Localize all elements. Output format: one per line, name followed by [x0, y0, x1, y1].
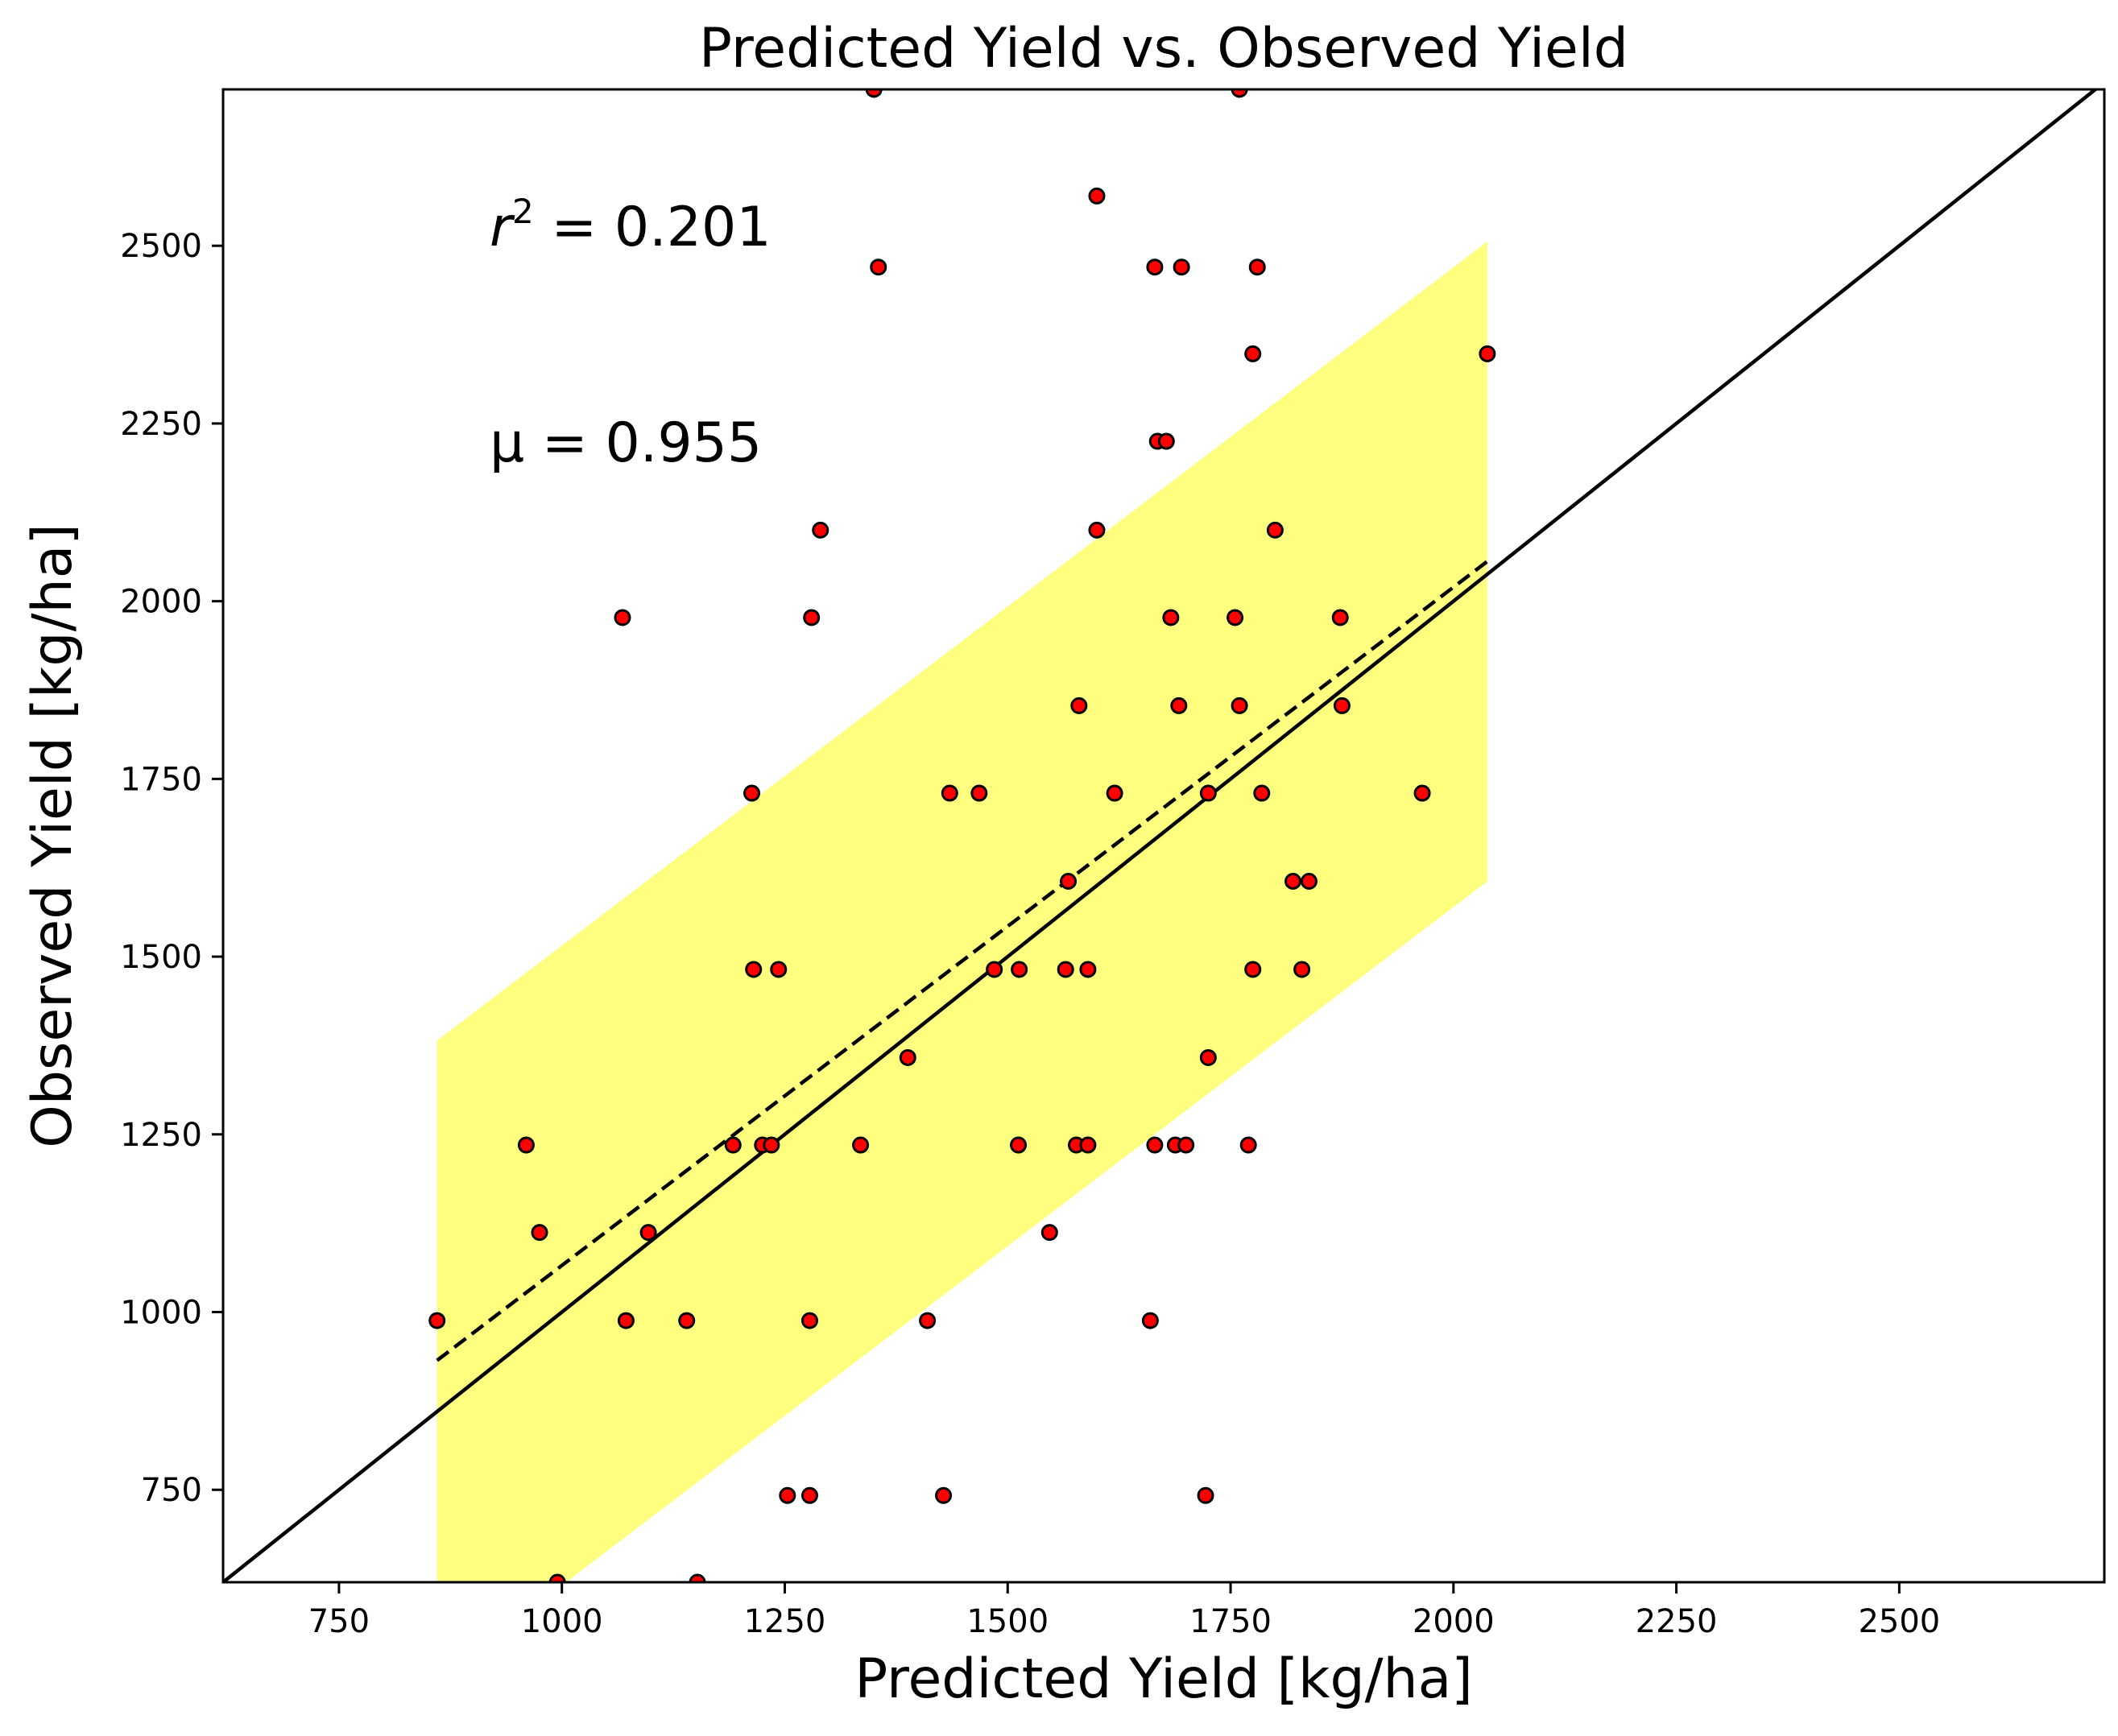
data-point: [970, 784, 988, 802]
data-point: [1199, 784, 1217, 802]
data-point: [770, 961, 788, 978]
data-point: [1146, 1136, 1164, 1154]
y-tick-label: 1250: [120, 1117, 202, 1154]
data-point: [1146, 258, 1164, 276]
data-point: [1173, 258, 1190, 276]
x-tick-label: 2250: [1636, 1603, 1718, 1640]
data-point: [1199, 1048, 1217, 1066]
data-point: [1040, 1224, 1058, 1242]
data-point: [1141, 1312, 1159, 1329]
scatter-points: [428, 89, 1496, 1582]
y-axis-label: Observed Yield [kg/ha]: [21, 523, 85, 1148]
data-point: [548, 1573, 566, 1582]
y-axis: 750 1000 1250 1500 1750 2000 2250 2500: [120, 228, 223, 1509]
data-point: [1106, 784, 1123, 802]
x-axis: 750 1000 1250 1500 1750 2000 2250 2500: [308, 1582, 1940, 1640]
data-point: [1162, 609, 1180, 626]
data-point: [812, 521, 829, 539]
r-squared-value: = 0.201: [534, 196, 771, 259]
data-point: [639, 1224, 657, 1242]
x-tick-label: 1750: [1189, 1603, 1272, 1640]
data-point: [1244, 345, 1262, 362]
data-point: [1231, 89, 1248, 98]
x-tick-label: 2000: [1413, 1603, 1495, 1640]
one-to-one-line: [223, 89, 2099, 1582]
y-tick-label: 1750: [120, 761, 202, 798]
confidence-band: [436, 241, 1487, 1582]
y-tick-label: 750: [141, 1472, 202, 1509]
data-point: [531, 1224, 548, 1242]
data-point: [852, 1136, 870, 1154]
data-point: [919, 1312, 937, 1329]
data-point: [1070, 696, 1088, 714]
data-point: [745, 961, 763, 978]
x-tick-label: 2500: [1858, 1603, 1940, 1640]
data-point: [899, 1048, 916, 1066]
y-tick-label: 2000: [120, 584, 202, 621]
chart-title: Predicted Yield vs. Observed Yield: [699, 17, 1628, 81]
data-point: [1079, 961, 1097, 978]
y-tick-label: 1000: [120, 1295, 202, 1332]
data-point: [1333, 696, 1351, 714]
x-tick-label: 750: [308, 1603, 370, 1640]
x-tick-label: 1250: [744, 1603, 826, 1640]
data-point: [428, 1312, 446, 1329]
r-squared-exponent: 2: [512, 192, 534, 231]
data-point: [1253, 784, 1271, 802]
data-point: [941, 784, 958, 802]
data-point: [1284, 873, 1302, 891]
x-tick-label: 1500: [966, 1603, 1049, 1640]
x-tick-label: 1000: [521, 1603, 603, 1640]
data-point: [1197, 1486, 1214, 1504]
data-point: [800, 1486, 818, 1504]
fit-line: [436, 560, 1489, 1362]
data-point: [1060, 873, 1078, 891]
data-point: [1170, 696, 1188, 714]
data-point: [986, 961, 1003, 978]
r-squared-annotation: r2 = 0.201: [490, 192, 771, 259]
y-tick-label: 2500: [120, 228, 202, 265]
data-point: [1231, 696, 1248, 714]
data-point: [678, 1312, 696, 1329]
data-point: [1010, 1136, 1028, 1154]
data-point: [1248, 258, 1266, 276]
y-tick-label: 1500: [120, 939, 202, 976]
data-point: [1088, 521, 1106, 539]
data-point: [1300, 873, 1318, 891]
data-point: [1239, 1136, 1257, 1154]
data-point: [1413, 784, 1431, 802]
data-point: [1177, 1136, 1195, 1154]
y-tick-label: 2250: [120, 406, 202, 443]
data-point: [1479, 345, 1496, 362]
data-point: [689, 1573, 706, 1582]
data-point: [517, 1136, 535, 1154]
data-point: [870, 258, 887, 276]
data-point: [1088, 187, 1106, 205]
data-point: [1079, 1136, 1097, 1154]
data-point: [1331, 609, 1349, 626]
data-point: [865, 89, 883, 98]
data-point: [743, 784, 761, 802]
data-point: [1227, 609, 1244, 626]
data-point: [1244, 961, 1262, 978]
data-point: [617, 1312, 635, 1329]
data-point: [779, 1486, 796, 1504]
data-point: [1266, 521, 1284, 539]
data-point: [800, 1312, 818, 1329]
plot-frame: [221, 88, 2106, 1584]
data-point: [763, 1136, 780, 1154]
data-point: [935, 1486, 953, 1504]
x-axis-label: Predicted Yield [kg/ha]: [854, 1647, 1473, 1711]
data-point: [1011, 961, 1028, 978]
mu-annotation: μ = 0.955: [490, 411, 762, 475]
data-point: [614, 609, 631, 626]
data-point: [724, 1136, 742, 1154]
data-point: [1293, 961, 1311, 978]
data-point: [803, 609, 821, 626]
data-point: [1057, 961, 1074, 978]
r-squared-symbol: r: [490, 196, 515, 259]
data-point: [1157, 432, 1175, 450]
